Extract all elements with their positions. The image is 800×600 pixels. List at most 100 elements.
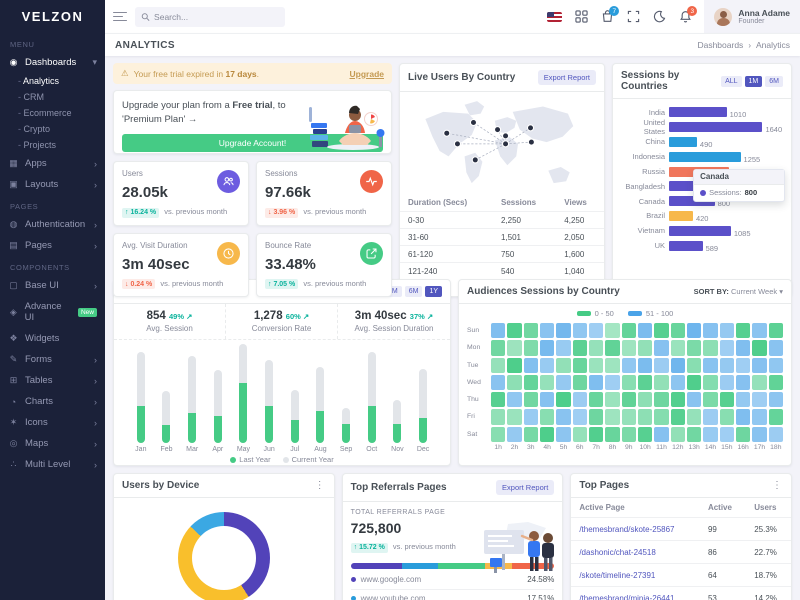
heatmap-cell (768, 426, 783, 442)
sidebar-subitem-ecommerce[interactable]: Ecommerce (0, 105, 105, 121)
heatmap-cell (703, 409, 718, 425)
heatmap-cell (621, 323, 636, 339)
kpi-card-avg-visit-duration: Avg. Visit Duration 3m 40sec ↓ 0.24 % vs. … (113, 232, 249, 297)
card-menu-icon[interactable]: ⋮ (772, 480, 783, 491)
sidebar-item-forms[interactable]: ✎ Forms › (0, 349, 105, 370)
stacked-column (213, 370, 222, 444)
page-link[interactable]: /themesbrand/skote-25867 (571, 517, 700, 541)
sidebar-item-multi-level[interactable]: ∴ Multi Level › (0, 454, 105, 475)
metric-value: 1,278 (253, 310, 286, 322)
heatmap-cell (556, 357, 571, 373)
cart-button[interactable]: 7 (601, 6, 620, 23)
kpi-delta-line: ↑ 7.05 % vs. previous month (265, 278, 383, 289)
range-button-1m[interactable]: 1M (383, 286, 402, 297)
sidebar-item-layouts[interactable]: ▣ Layouts › (0, 174, 105, 195)
column-header: Active Page (571, 498, 700, 518)
audiences-metrics-card: Audiences Metrics ALL1M6M1Y 854 49% ↗Avg… (113, 279, 451, 466)
export-report-button[interactable]: Export Report (537, 70, 596, 85)
sidebar-item-advance-ui[interactable]: ◈ Advance UI New (0, 296, 105, 328)
metric-value: 3m 40sec (354, 310, 410, 322)
sessions-by-countries-title: Sessions by Countries (621, 70, 680, 92)
metric-delta: 60% ↗ (285, 312, 310, 321)
kpi-label: Avg. Visit Duration (122, 240, 188, 250)
sidebar-item-icons[interactable]: ✶ Icons › (0, 412, 105, 433)
app-logo[interactable]: VELZON (21, 9, 84, 24)
sidebar-item-apps[interactable]: ▦ Apps › (0, 153, 105, 174)
sidebar-item-authentication[interactable]: ◍ Authentication › (0, 214, 105, 235)
heatmap-cell (588, 426, 604, 442)
bar-value: 490 (699, 139, 713, 149)
heatmap-col-label: 10h (639, 443, 651, 451)
last-year-segment (393, 424, 402, 444)
language-flag-button[interactable] (547, 11, 563, 22)
sidebar-item-maps[interactable]: ◎ Maps › (0, 433, 105, 454)
table-row[interactable]: 31-60 1,501 2,050 (400, 228, 604, 246)
sidebar-subitem-crm[interactable]: CRM (0, 89, 105, 105)
breadcrumb-dashboards[interactable]: Dashboards (697, 40, 744, 50)
heatmap-cell (605, 357, 620, 373)
search-input[interactable] (154, 11, 279, 22)
kpi-delta-line: ↑ 16.24 % vs. previous month (122, 206, 240, 218)
web-apps-button[interactable] (575, 10, 588, 23)
heatmap-col-label: 15h (721, 443, 733, 451)
page-link[interactable]: /dashonic/chat-24518 (571, 540, 700, 564)
heatmap-cell (719, 357, 734, 373)
kpi-note: vs. previous month (162, 207, 228, 216)
sidebar-item-charts[interactable]: ◔ Charts › (0, 391, 105, 412)
chart-tooltip: Canada Sessions: 800 (693, 168, 786, 202)
card-menu-icon[interactable]: ⋮ (314, 480, 326, 491)
chevron-right-icon: › (94, 396, 97, 407)
table-row[interactable]: 61-120 750 1,600 (400, 245, 604, 263)
heatmap-cell (621, 340, 636, 356)
legend-dot (230, 456, 237, 463)
page-link[interactable]: /themesbrand/minia-26441 (571, 586, 700, 600)
notifications-button[interactable]: 3 (679, 6, 698, 23)
heatmap-cell (752, 357, 767, 373)
upgrade-link[interactable]: Upgrade (349, 68, 384, 79)
referral-row[interactable]: www.youtube.com 17.51% (350, 590, 554, 600)
bar-value: 1010 (729, 110, 747, 120)
page-link[interactable]: /skote/timeline-27391 (571, 563, 700, 587)
range-button-1y[interactable]: 1Y (425, 286, 442, 297)
table-row[interactable]: 121-240 540 1,040 (400, 263, 604, 280)
sidebar-subitem-crypto[interactable]: Crypto (0, 121, 105, 137)
column-wrap: May (233, 344, 253, 453)
column-wrap: Apr (208, 370, 228, 453)
sidebar-item-widgets[interactable]: ❖ Widgets (0, 328, 105, 349)
dark-mode-button[interactable] (653, 10, 666, 23)
heatmap-cell (686, 323, 702, 339)
heatmap-cell (507, 374, 522, 390)
sidebar-nav: MENU ◉ Dashboards ▾ AnalyticsCRMEcommerceCry… (0, 33, 105, 475)
sidebar-subitem-analytics[interactable]: Analytics (0, 73, 105, 89)
fullscreen-button[interactable] (627, 10, 640, 23)
heatmap-cell (621, 392, 636, 408)
sidebar-item-pages[interactable]: ▤ Pages › (0, 235, 105, 256)
hamburger-menu-icon[interactable] (113, 9, 127, 24)
range-button-1m[interactable]: 1M (744, 75, 763, 87)
bar-label: Brazil (646, 211, 665, 221)
kpi-note: vs. previous month (301, 278, 367, 288)
new-badge: New (77, 307, 97, 317)
heatmap-cell (588, 409, 604, 425)
last-year-segment (239, 383, 248, 444)
sidebar-item-base-ui[interactable]: ▢ Base UI › (0, 275, 105, 296)
sidebar-item-tables[interactable]: ⊞ Tables › (0, 370, 105, 391)
referral-row[interactable]: www.google.com 24.58% (350, 571, 555, 590)
table-row[interactable]: 0-30 2,250 4,250 (400, 211, 604, 229)
sidebar-subitem-projects[interactable]: Projects (0, 137, 105, 153)
range-button-6m[interactable]: 6M (404, 286, 423, 297)
heatmap-cell (752, 409, 767, 425)
sort-by-dropdown[interactable]: SORT BY: Current Week ▾ (693, 287, 783, 296)
sidebar-item-label: Widgets (25, 333, 60, 344)
heatmap-cell (735, 340, 751, 356)
user-menu[interactable]: Anna Adame Founder (704, 0, 800, 33)
month-label: Apr (212, 446, 224, 454)
range-button-6m[interactable]: 6M (765, 75, 783, 87)
apps-icon: ▦ (9, 158, 18, 168)
bar-value: 800 (717, 199, 731, 209)
export-report-button[interactable]: Export Report (496, 480, 555, 495)
notifications-badge: 3 (687, 6, 698, 16)
range-button-all[interactable]: ALL (721, 75, 742, 87)
heatmap-cell (507, 357, 522, 373)
sidebar-item-dashboards[interactable]: ◉ Dashboards ▾ (0, 52, 105, 73)
